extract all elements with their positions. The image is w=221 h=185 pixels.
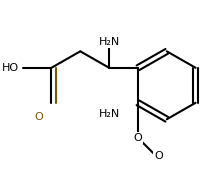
Text: O: O bbox=[35, 112, 44, 122]
Text: HO: HO bbox=[1, 63, 19, 73]
Text: O: O bbox=[133, 133, 142, 143]
Text: H₂N: H₂N bbox=[99, 37, 120, 47]
Text: O: O bbox=[154, 151, 163, 161]
Text: H₂N: H₂N bbox=[99, 109, 120, 119]
